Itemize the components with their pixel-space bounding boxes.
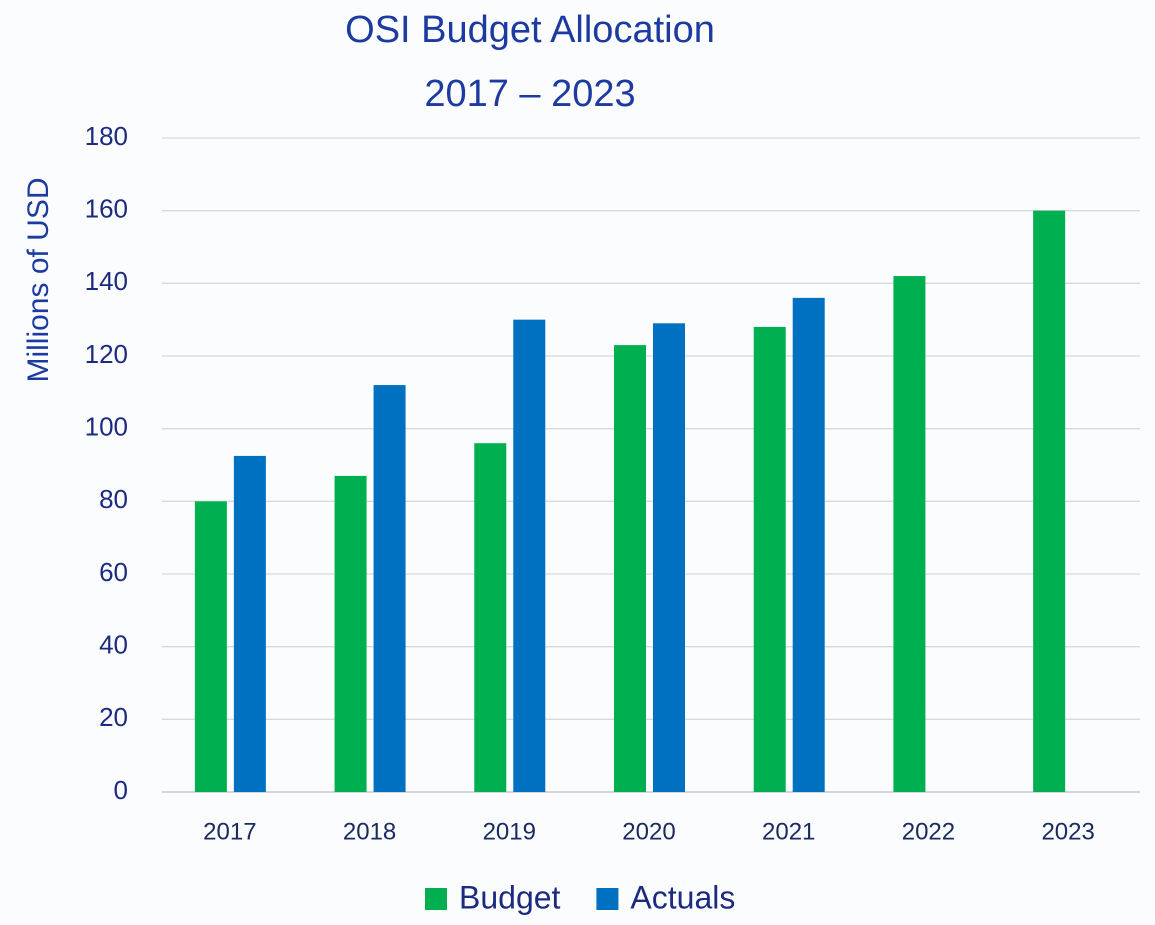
- y-tick-label: 40: [99, 630, 128, 660]
- x-tick-label: 2018: [343, 818, 396, 845]
- y-tick-label: 180: [85, 121, 128, 151]
- bar: [893, 276, 926, 793]
- bar: [334, 475, 367, 792]
- chart-subtitle: 2017 – 2023: [424, 73, 635, 115]
- bar: [1033, 210, 1066, 792]
- bar: [614, 345, 646, 792]
- x-tick-label: 2017: [203, 818, 256, 845]
- x-tick-label: 2023: [1041, 818, 1094, 845]
- y-tick-label: 0: [114, 775, 128, 805]
- bar: [753, 326, 786, 792]
- y-tick-label: 120: [85, 339, 128, 369]
- bar: [513, 319, 546, 792]
- x-tick-label: 2019: [483, 818, 536, 845]
- bar: [233, 455, 266, 792]
- x-tick-label: 2020: [622, 818, 675, 845]
- legend-swatch: [425, 888, 447, 910]
- bar: [474, 443, 507, 792]
- y-tick-label: 20: [99, 702, 128, 732]
- y-tick-label: 60: [99, 557, 128, 587]
- bar: [194, 501, 227, 792]
- y-tick-label: 140: [85, 266, 128, 296]
- y-tick-label: 100: [85, 412, 128, 442]
- bar: [653, 323, 685, 792]
- y-tick-label: 80: [99, 484, 128, 514]
- chart-title: OSI Budget Allocation: [345, 9, 715, 51]
- y-tick-label: 160: [85, 194, 128, 224]
- legend-label: Actuals: [630, 879, 735, 915]
- x-tick-label: 2022: [902, 818, 955, 845]
- bar: [373, 385, 406, 792]
- y-axis-label: Millions of USD: [22, 177, 55, 382]
- x-tick-label: 2021: [762, 818, 815, 845]
- legend-swatch: [596, 888, 619, 910]
- legend-label: Budget: [459, 879, 561, 915]
- bar: [792, 297, 825, 792]
